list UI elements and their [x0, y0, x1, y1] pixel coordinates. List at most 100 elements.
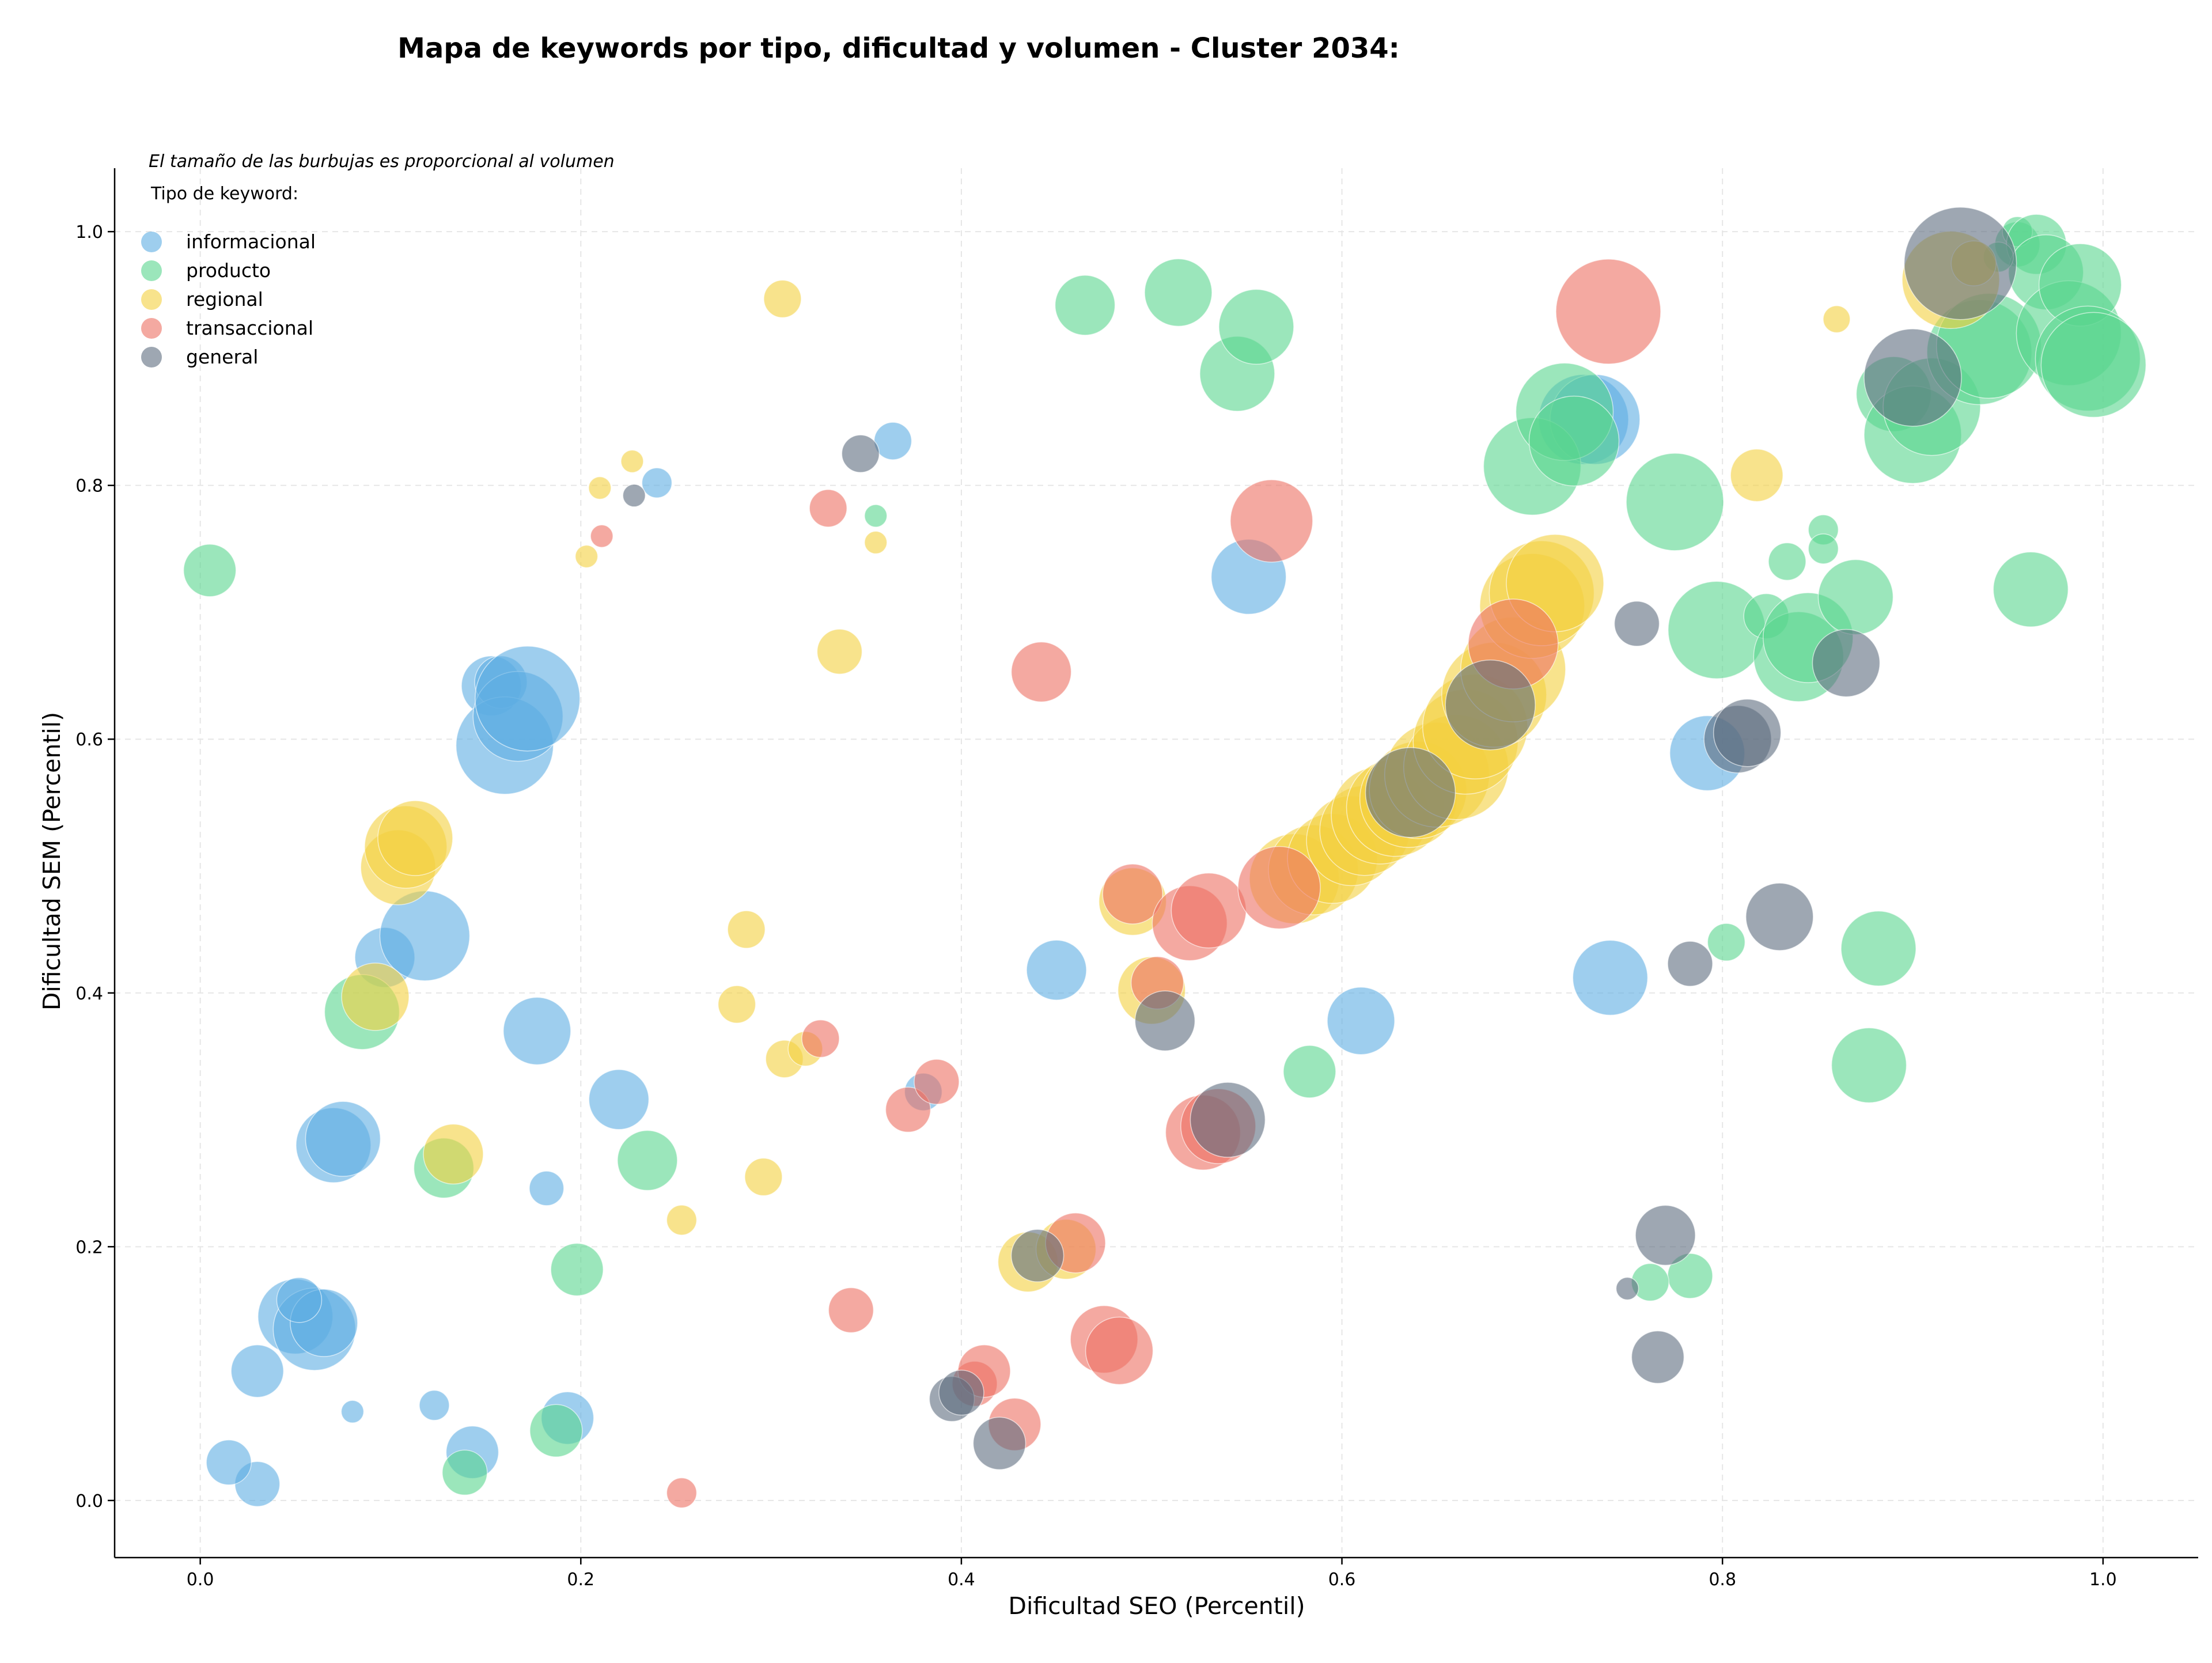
- bubble-producto: [1840, 910, 1916, 987]
- bubble-regional: [1823, 305, 1851, 334]
- legend-label-regional: regional: [186, 288, 263, 310]
- bubble-regional: [1730, 448, 1783, 502]
- legend-items: informacional producto regional transaccion…: [141, 230, 316, 368]
- bubble-producto: [1218, 289, 1294, 365]
- bubble-general: [938, 1369, 984, 1416]
- bubble-informacional: [1327, 986, 1395, 1055]
- y-tick-label: 0.2: [75, 1237, 103, 1257]
- y-tick-label: 0.4: [75, 984, 103, 1004]
- x-tick-label: 0.8: [1709, 1570, 1736, 1590]
- bubble-informacional: [503, 997, 571, 1066]
- bubble-informacional: [873, 422, 912, 460]
- bubble-informacional: [206, 1440, 252, 1486]
- bubble-general: [1863, 328, 1962, 427]
- legend-marker-transaccional: [141, 318, 162, 339]
- bubble-transaccional: [801, 1019, 840, 1058]
- y-tick-label: 1.0: [75, 222, 103, 243]
- bubble-informacional: [1026, 940, 1087, 1001]
- bubble-general: [1365, 747, 1456, 838]
- bubble-informacional: [1572, 940, 1649, 1016]
- bubble-general: [1134, 990, 1196, 1051]
- y-tick-label: 0.6: [75, 730, 103, 750]
- bubble-producto: [1626, 453, 1724, 551]
- bubble-transaccional: [1555, 259, 1661, 365]
- legend-label-general: general: [186, 346, 258, 368]
- bubble-informacional: [230, 1344, 284, 1398]
- legend-marker-producto: [141, 260, 162, 281]
- bubble-informacional: [340, 1400, 365, 1423]
- legend-label-informacional: informacional: [186, 230, 316, 253]
- bubble-general: [1190, 1082, 1266, 1158]
- x-tick-label: 0.4: [948, 1570, 975, 1590]
- legend-note: El tamaño de las burbujas es proporciona…: [149, 151, 615, 172]
- bubble-general: [1613, 601, 1660, 647]
- bubble-producto: [1144, 258, 1213, 327]
- bubble-transaccional: [1102, 863, 1163, 925]
- bubble-general: [1903, 206, 2017, 320]
- bubble-general: [1010, 1229, 1065, 1282]
- bubble-transaccional: [1230, 479, 1313, 563]
- bubble-general: [1713, 698, 1782, 767]
- bubble-producto: [864, 504, 888, 528]
- y-tick-label: 0.8: [75, 476, 103, 497]
- bubble-general: [1615, 1276, 1639, 1301]
- bubble-informacional: [419, 1389, 450, 1421]
- bubble-general: [1635, 1204, 1696, 1266]
- bubble-producto: [183, 544, 237, 597]
- bubble-transaccional: [1237, 846, 1321, 930]
- bubble-producto: [1707, 923, 1746, 961]
- bubble-transaccional: [828, 1287, 874, 1334]
- bubble-transaccional: [914, 1059, 960, 1105]
- bubble-regional: [727, 910, 766, 949]
- legend-label-transaccional: transaccional: [186, 317, 313, 339]
- legend-marker-general: [141, 347, 162, 368]
- bubble-transaccional: [809, 489, 847, 528]
- bubble-transaccional: [590, 524, 613, 548]
- bubble-informacional: [475, 645, 581, 752]
- bubble-regional: [666, 1204, 698, 1236]
- bubble-regional: [574, 544, 599, 569]
- bubble-regional: [377, 800, 453, 876]
- bubble-general: [841, 434, 880, 473]
- grid-lines: [115, 168, 2198, 1558]
- axes: 0.0 0.2 0.4 0.6 0.8 1.0 0.0 0.2 0.4 0.6 0.8 1.0: [75, 168, 2198, 1590]
- legend-title: Tipo de keyword:: [150, 184, 298, 204]
- bubble-general: [1812, 628, 1881, 698]
- x-axis-label: Dificultad SEO (Percentil): [1008, 1592, 1305, 1620]
- bubble-producto: [1528, 395, 1620, 487]
- bubble-general: [1445, 660, 1536, 751]
- bubble-regional: [620, 449, 644, 473]
- bubble-regional: [423, 1123, 484, 1185]
- bubble-producto: [1831, 1027, 1907, 1104]
- bubble-informacional: [305, 1101, 381, 1177]
- bubble-producto: [1768, 542, 1806, 581]
- bubble-producto: [550, 1242, 604, 1297]
- bubble-informacional: [588, 1069, 650, 1130]
- bubble-producto: [442, 1449, 488, 1496]
- bubble-transaccional: [1085, 1316, 1154, 1385]
- bubble-regional: [744, 1157, 783, 1196]
- y-axis-label: Dificultad SEM (Percentil): [38, 712, 66, 1010]
- legend: El tamaño de las burbujas es proporciona…: [141, 151, 615, 368]
- bubble-informacional: [641, 467, 673, 499]
- chart-title: Mapa de keywords por tipo, dificultad y …: [397, 32, 1400, 65]
- bubble-general: [1631, 1330, 1685, 1384]
- legend-marker-informacional: [141, 232, 162, 252]
- bubble-regional: [763, 279, 802, 319]
- bubble-general: [972, 1416, 1027, 1471]
- bubble-producto: [529, 1404, 583, 1457]
- bubble-informacional: [276, 1277, 323, 1323]
- bubble-regional: [864, 531, 888, 555]
- bubble-producto: [1054, 275, 1116, 336]
- y-tick-label: 0.0: [75, 1491, 103, 1512]
- x-tick-label: 0.0: [187, 1570, 214, 1590]
- bubble-general: [622, 484, 646, 507]
- bubble-transaccional: [885, 1086, 931, 1133]
- bubble-regional: [816, 628, 863, 675]
- bubble-producto: [1993, 551, 2069, 628]
- bubble-producto: [2040, 312, 2147, 418]
- x-tick-label: 0.2: [567, 1570, 594, 1590]
- bubble-regional: [717, 985, 756, 1024]
